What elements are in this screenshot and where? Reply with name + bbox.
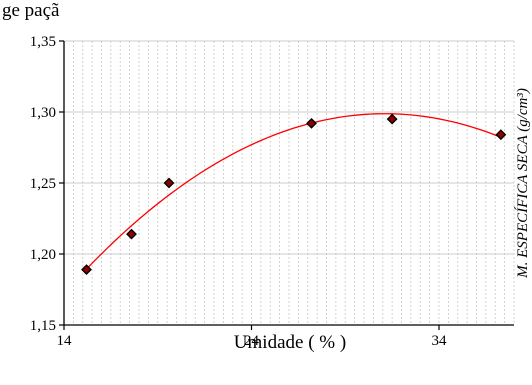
y-tick-label: 1,35 [30, 34, 56, 50]
x-tick-labels: 14 24 34 [57, 325, 448, 349]
data-point-marker [163, 177, 175, 189]
data-point-marker [306, 117, 317, 129]
x-tick-label: 34 [432, 333, 448, 349]
data-point-marker [126, 228, 137, 240]
y-tick-label: 1,30 [30, 105, 56, 121]
top-partial-text: ge paçã [2, 0, 60, 21]
y-tick-label: 1,15 [30, 318, 56, 334]
x-tick-label: 14 [57, 333, 73, 349]
y-tick-label: 1,25 [30, 176, 56, 192]
x-tick-label: 24 [244, 333, 260, 349]
y-tick-labels: 1,15 1,20 1,25 1,30 1,35 [30, 34, 64, 334]
y-tick-label: 1,20 [30, 247, 56, 263]
y-axis-label: M. ESPECÍFICA SECA (g/cm³) [514, 88, 531, 279]
data-point-marker [495, 129, 507, 141]
data-point-marker [386, 113, 398, 125]
trendline-curve [86, 113, 502, 270]
data-point-marker [81, 264, 92, 276]
x-axis-label: Umidade ( % ) [234, 332, 346, 353]
data-points [81, 113, 507, 276]
